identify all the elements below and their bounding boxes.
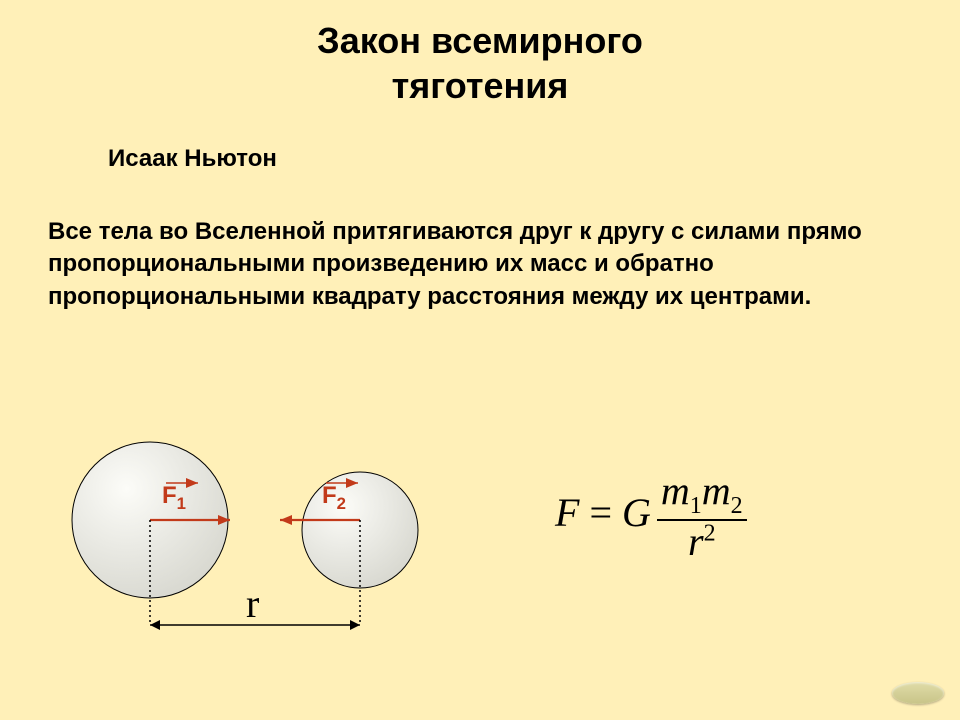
title-line2: тяготения [392,65,569,106]
title-line1: Закон всемирного [317,20,643,61]
law-statement: Все тела во Вселенной притягиваются друг… [48,216,908,313]
formula-numerator: m1m2 [657,470,747,521]
formula-denominator: r2 [657,521,747,563]
formula-eq: = [579,490,622,535]
distance-label: r [246,580,259,627]
gravitation-diagram: F1 F2 r [40,420,440,660]
f1-main: F [162,482,177,509]
gravitation-formula: F = Gm1m2r2 [555,470,747,563]
f2-main: F [322,482,337,509]
nav-button[interactable] [892,682,944,704]
slide-title: Закон всемирного тяготения [0,18,960,108]
diagram-svg [40,420,440,660]
force-label-2: F2 [322,482,346,514]
formula-fraction: m1m2r2 [657,470,747,563]
formula-G: G [622,490,651,535]
formula-F: F [555,490,579,535]
f1-sub: 1 [177,494,186,513]
force-label-1: F1 [162,482,186,514]
f2-sub: 2 [337,494,346,513]
author-name: Исаак Ньютон [108,145,277,173]
